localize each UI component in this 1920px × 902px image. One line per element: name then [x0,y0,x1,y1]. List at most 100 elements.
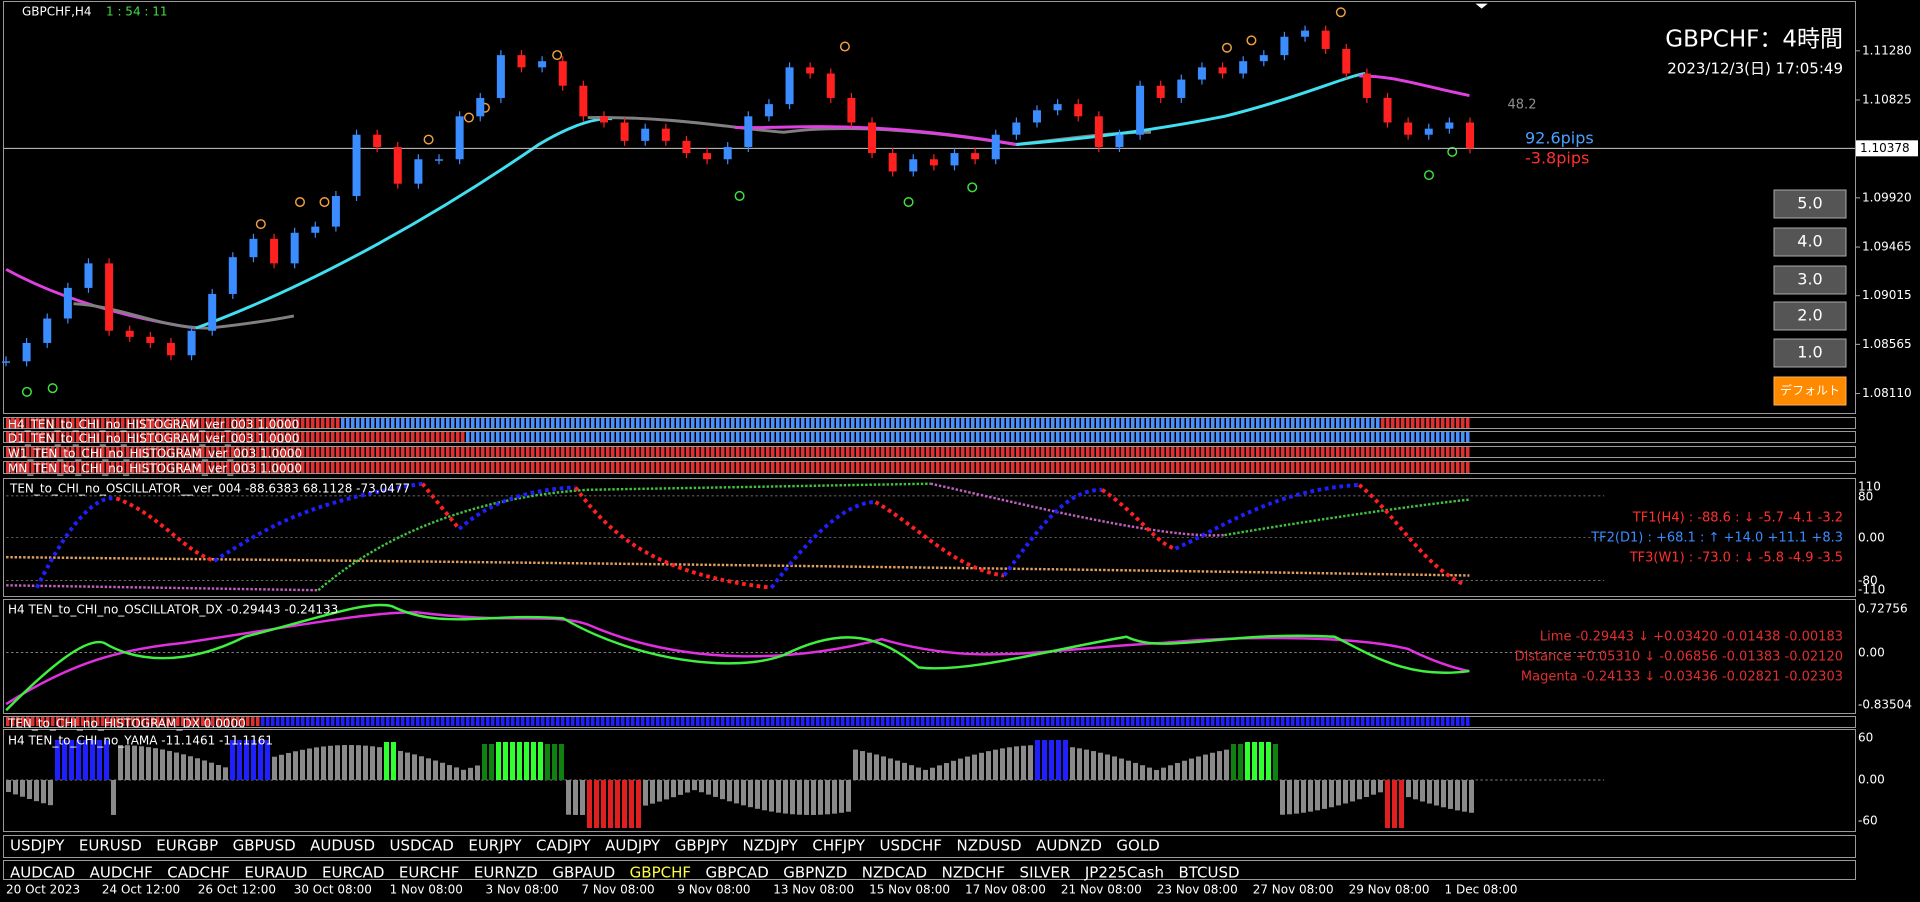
hist-cell [351,462,355,473]
symbol-button[interactable]: EURUSD [79,837,142,855]
symbol-button[interactable]: NZDCAD [862,864,927,882]
hist-cell [916,418,920,428]
hist-cell [926,432,930,442]
yama-bar [615,780,620,828]
symbol-button[interactable]: EURNZD [474,864,538,882]
zoom-button-label[interactable]: 3.0 [1797,270,1822,289]
yama-bar [538,742,543,780]
zoom-button[interactable] [1773,265,1847,295]
symbol-button[interactable]: AUDCAD [10,864,75,882]
zoom-button-label[interactable]: デフォルト [1780,383,1840,398]
symbol-button[interactable]: EURCHF [399,864,460,882]
hist-cell [1286,462,1290,473]
zoom-button-label[interactable]: 1.0 [1797,343,1822,362]
symbol-button[interactable]: USDJPY [10,837,65,855]
symbol-button[interactable]: NZDJPY [742,837,798,855]
symbol-button[interactable]: AUDUSD [310,837,375,855]
symbol-button[interactable]: AUDJPY [605,837,661,855]
zoom-button[interactable] [1773,301,1847,331]
symbol-button[interactable]: CADCHF [167,864,230,882]
zoom-button[interactable] [1773,338,1847,368]
hist-cell [1191,717,1195,726]
hist-cell [1361,447,1365,457]
zoom-button-label[interactable]: 2.0 [1797,306,1822,325]
zoom-button-label[interactable]: 4.0 [1797,232,1822,251]
symbol-button[interactable]: GBPNZD [783,864,847,882]
symbol-button[interactable]: NZDCHF [942,864,1005,882]
symbol-button[interactable]: GBPCHF [630,864,691,882]
yama-bar [979,752,984,780]
hist-cell [446,432,450,442]
hist-cell [1331,447,1335,457]
hist-cell [1386,418,1390,428]
hist-cell [1296,432,1300,442]
hist-cell [966,462,970,473]
osc-axis-label: -80 [1858,574,1878,588]
hist-cell [281,462,285,473]
hist-cell [351,418,355,428]
hist-cell [1051,447,1055,457]
hist-cell [976,432,980,442]
hist-cell [1081,432,1085,442]
symbol-button[interactable]: BTCUSD [1178,864,1239,882]
hist-cell [1231,717,1235,726]
hist-cell [646,447,650,457]
hist-cell [831,717,835,726]
symbol-button[interactable]: EURJPY [468,837,522,855]
symbol-button[interactable]: USDCHF [880,837,942,855]
hist-cell [726,418,730,428]
yama-bar [1280,780,1285,815]
candle [208,293,217,331]
symbol-button[interactable]: GBPCAD [706,864,769,882]
symbol-button[interactable]: EURGBP [156,837,218,855]
symbol-button[interactable]: GOLD [1116,837,1159,855]
hist-cell [966,432,970,442]
symbol-button[interactable]: CADJPY [536,837,591,855]
hist-cell [1456,432,1460,442]
hist-cell [1276,447,1280,457]
hist-cell [531,447,535,457]
hist-cell [1246,462,1250,473]
symbol-button[interactable]: AUDCHF [90,864,153,882]
hist-cell [706,462,710,473]
hist-cell [686,462,690,473]
yama-bar [258,740,263,780]
hist-cell [901,432,905,442]
symbol-button[interactable]: GBPAUD [552,864,615,882]
symbol-button[interactable]: CHFJPY [812,837,866,855]
hist-cell [1426,418,1430,428]
hist-cell [1286,717,1290,726]
symbol-button[interactable]: EURAUD [244,864,307,882]
symbol-button[interactable]: AUDNZD [1036,837,1102,855]
hist-cell [616,432,620,442]
symbol-button[interactable]: USDCAD [390,837,454,855]
hist-cell [81,447,85,457]
zoom-button[interactable] [1773,376,1847,406]
hist-cell [591,418,595,428]
hist-cell [416,432,420,442]
zoom-button-label[interactable]: 5.0 [1797,194,1822,213]
hist-cell [1281,447,1285,457]
symbol-button[interactable]: GBPUSD [233,837,296,855]
hist-cell [216,432,220,442]
symbol-button[interactable]: GBPJPY [675,837,729,855]
symbol-button[interactable]: EURCAD [322,864,384,882]
hist-cell [586,418,590,428]
hist-cell [726,462,730,473]
hist-cell [936,418,940,428]
osc-line [1224,498,1470,537]
zoom-button[interactable] [1773,227,1847,257]
hist-cell [721,447,725,457]
hist-cell [1161,447,1165,457]
symbol-button[interactable]: JP225Cash [1084,864,1164,882]
hist-cell [286,717,290,726]
yama-bar [867,752,872,780]
zoom-button[interactable] [1773,189,1847,219]
hist-cell [851,717,855,726]
hist-cell [1466,462,1470,473]
date-label: 21 Nov 08:00 [1061,883,1142,897]
hist-cell [641,717,645,726]
symbol-button[interactable]: NZDUSD [956,837,1021,855]
hist-cell [1166,717,1170,726]
symbol-button[interactable]: SILVER [1020,864,1071,882]
